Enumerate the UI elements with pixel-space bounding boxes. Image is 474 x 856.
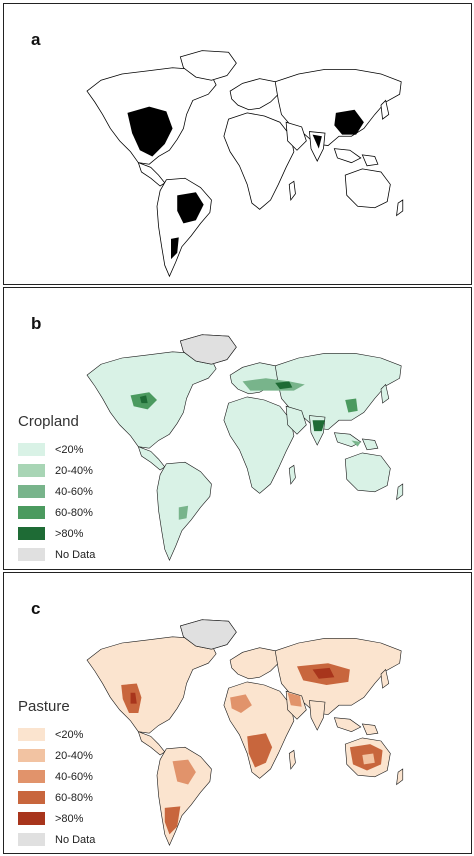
legend-swatch xyxy=(18,791,45,804)
legend-label: 60-80% xyxy=(55,791,93,804)
panel-letter: b xyxy=(31,314,42,333)
cropland-legend: Cropland <20% 20-40% 40-60% 60-80% >80% … xyxy=(18,413,95,565)
legend-swatch xyxy=(18,485,45,498)
legend-swatch xyxy=(18,527,45,540)
panel-a: a xyxy=(3,3,472,285)
pasture-legend: Pasture <20% 20-40% 40-60% 60-80% >80% N… xyxy=(18,698,95,850)
legend-label: 40-60% xyxy=(55,485,93,498)
legend-item: >80% xyxy=(18,808,95,829)
legend-label: >80% xyxy=(55,527,84,540)
legend-label: No Data xyxy=(55,833,96,846)
legend-item: No Data xyxy=(18,544,95,565)
legend-label: >80% xyxy=(55,812,84,825)
pasture-map xyxy=(86,619,404,846)
legend-swatch xyxy=(18,464,45,477)
pasture-intensity-patches xyxy=(121,663,383,835)
legend-label: 60-80% xyxy=(55,506,93,519)
legend-swatch xyxy=(18,812,45,825)
panel-c: c Pasture <20% 20-40% 40-6 xyxy=(3,572,472,854)
legend-label: No Data xyxy=(55,548,96,561)
legend-title: Cropland xyxy=(18,413,79,430)
legend-swatch xyxy=(18,548,45,561)
legend-label: 20-40% xyxy=(55,464,93,477)
legend-item: 40-60% xyxy=(18,766,95,787)
legend-item: 60-80% xyxy=(18,502,95,523)
dense-boundary-regions xyxy=(127,106,364,260)
legend-label: 20-40% xyxy=(55,749,93,762)
legend-item: 20-40% xyxy=(18,460,95,481)
land-fill xyxy=(86,619,404,846)
legend-title: Pasture xyxy=(18,698,70,715)
legend-swatch xyxy=(18,833,45,846)
panel-letter: c xyxy=(31,599,41,618)
cropland-map xyxy=(86,334,404,561)
legend-item: <20% xyxy=(18,439,95,460)
greenland-no-data xyxy=(179,619,237,650)
legend-item: 60-80% xyxy=(18,787,95,808)
legend-swatch xyxy=(18,770,45,783)
land-fill xyxy=(86,334,404,561)
legend-item: 40-60% xyxy=(18,481,95,502)
world-map-boundaries xyxy=(86,50,404,277)
legend-item: <20% xyxy=(18,724,95,745)
legend-swatch xyxy=(18,443,45,456)
legend-item: No Data xyxy=(18,829,95,850)
legend-label: 40-60% xyxy=(55,770,93,783)
panel-b: b Cropland <20% 20-40% 40-60% xyxy=(3,287,472,570)
legend-swatch xyxy=(18,749,45,762)
legend-label: <20% xyxy=(55,443,84,456)
greenland-no-data xyxy=(179,334,237,365)
legend-swatch xyxy=(18,506,45,519)
land-outlines xyxy=(86,50,404,277)
legend-label: <20% xyxy=(55,728,84,741)
legend-swatch xyxy=(18,728,45,741)
cropland-intensity-patches xyxy=(130,378,361,520)
legend-item: 20-40% xyxy=(18,745,95,766)
legend-item: >80% xyxy=(18,523,95,544)
panel-letter: a xyxy=(31,30,41,49)
